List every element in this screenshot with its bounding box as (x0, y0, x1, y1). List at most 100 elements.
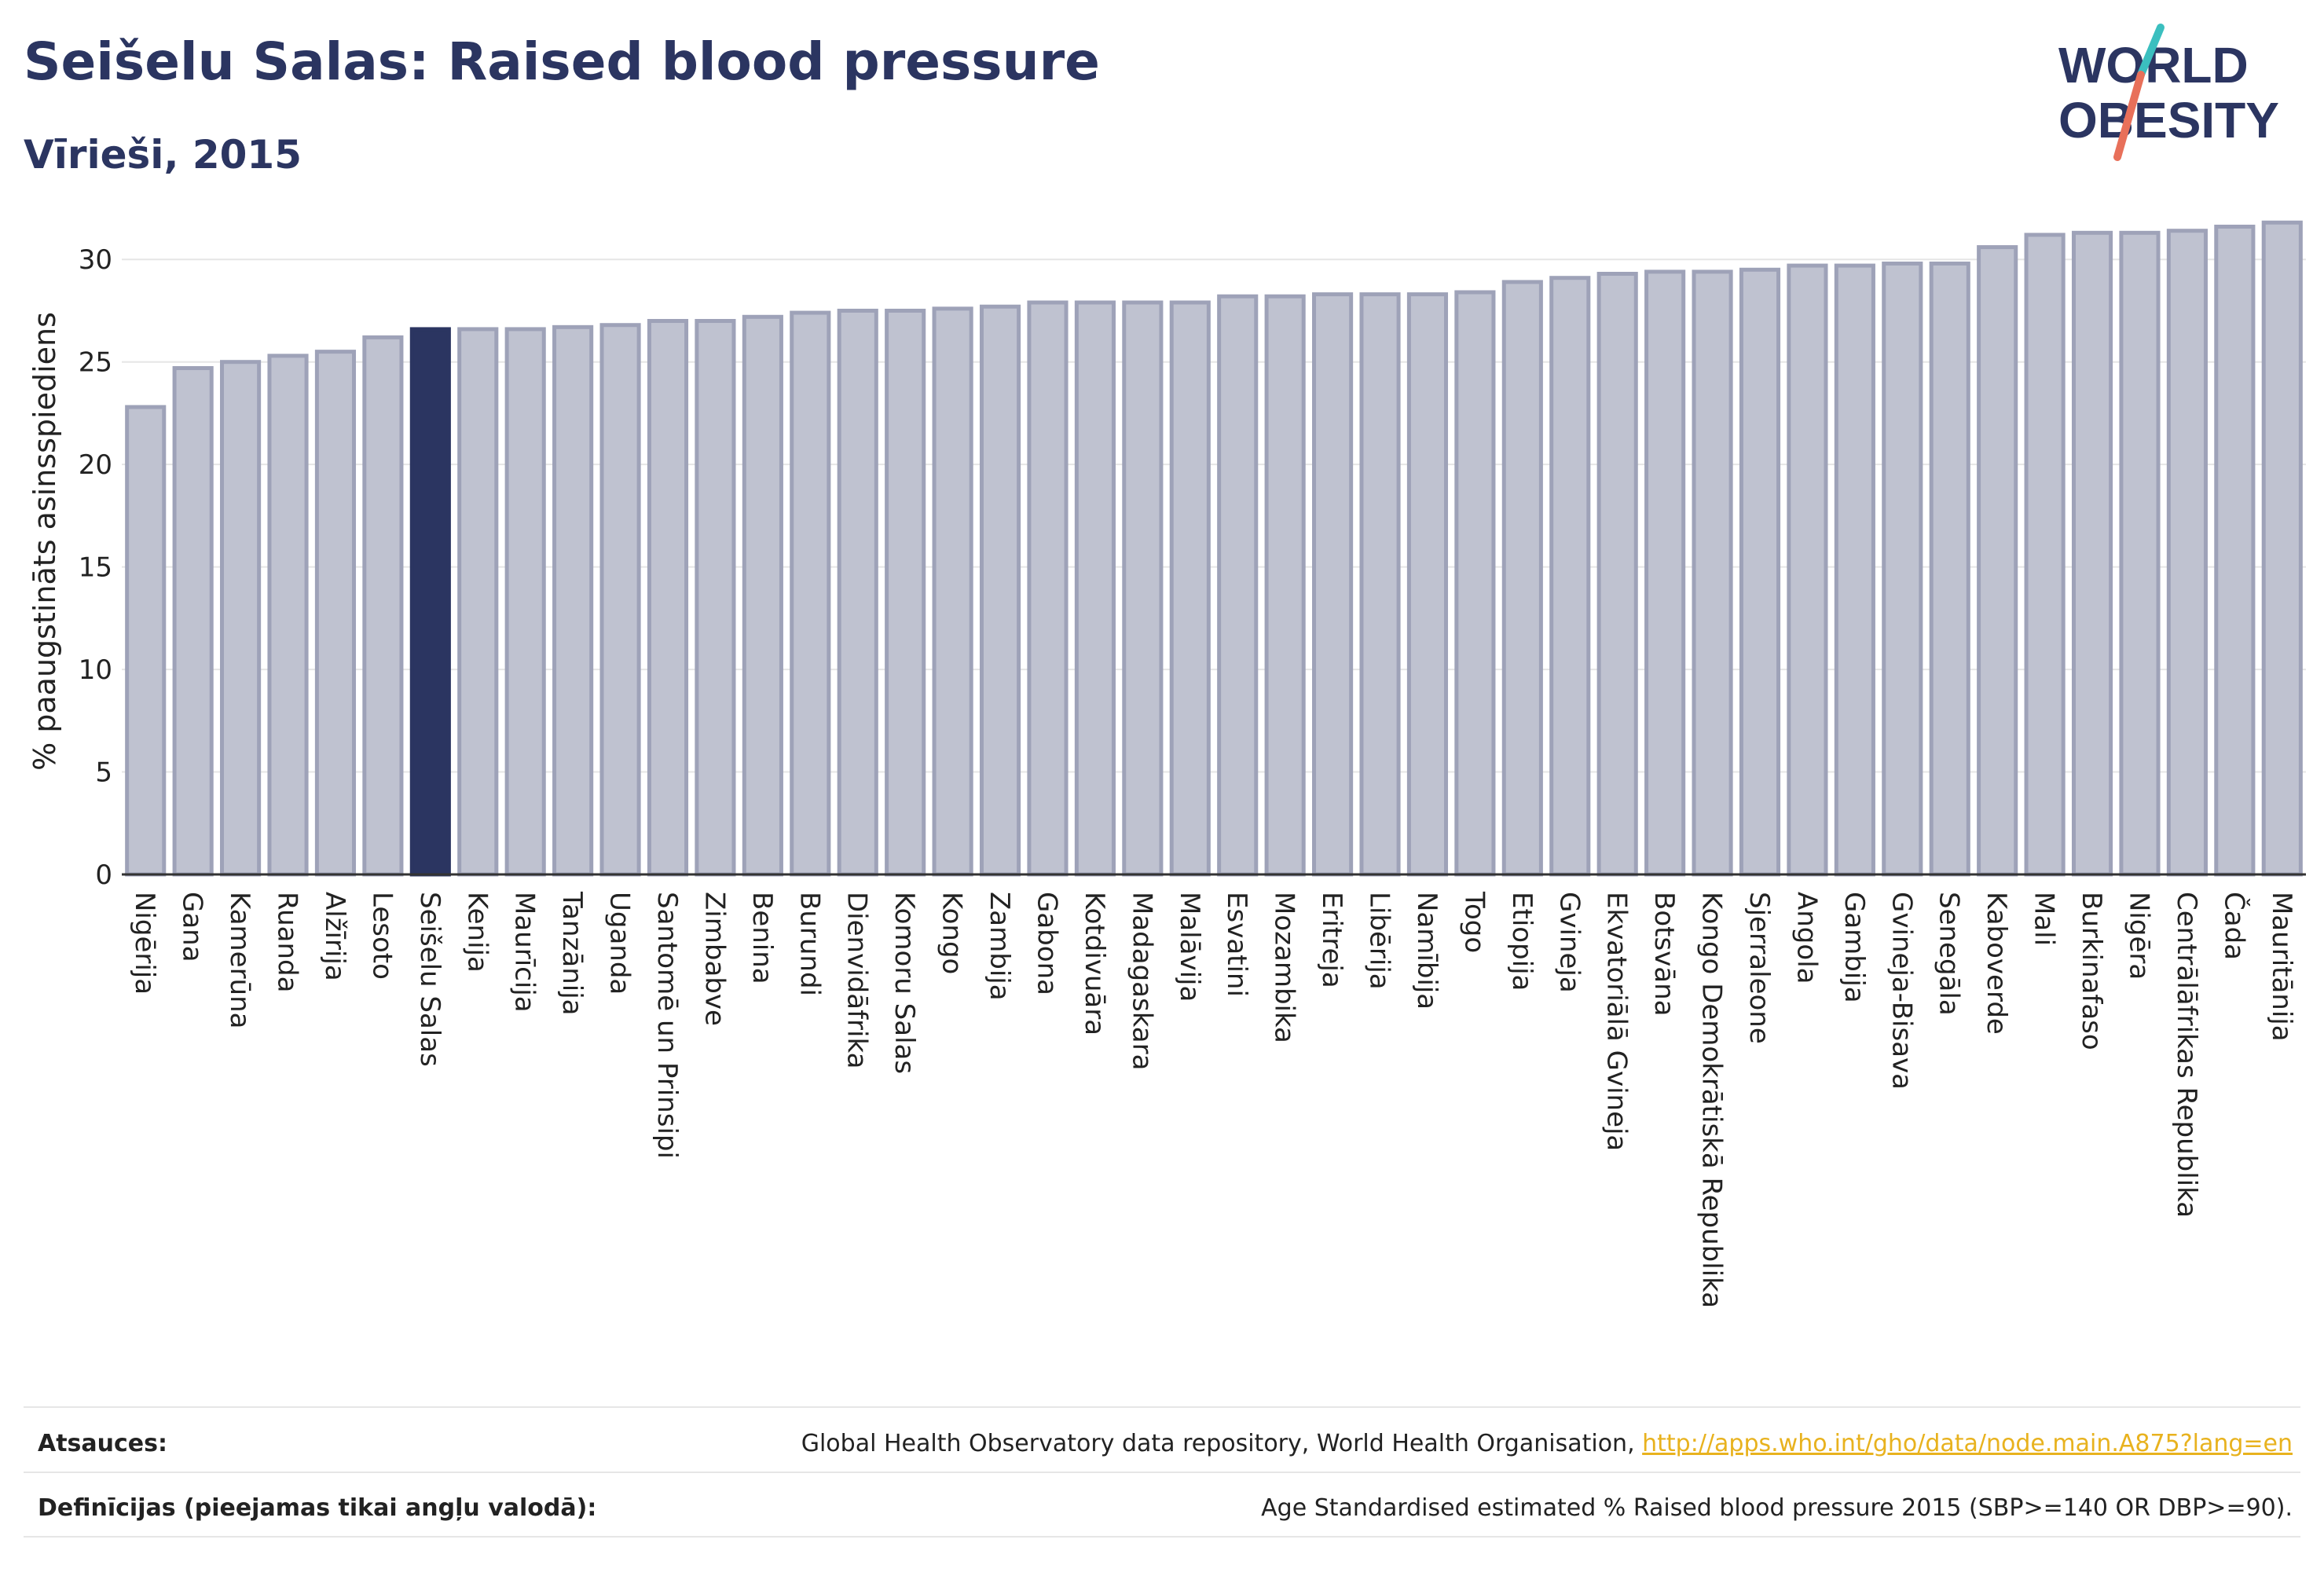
y-tick-label: 25 (79, 347, 112, 379)
y-tick-label: 0 (95, 859, 112, 891)
x-tick-label: Togo (1458, 891, 1490, 953)
bar (2214, 224, 2256, 877)
bar (1027, 300, 1069, 877)
x-tick-label: Sjerraleone (1743, 892, 1775, 1044)
bar (695, 319, 736, 877)
bar (932, 306, 973, 877)
footer-divider-bottom (24, 1536, 2300, 1538)
sources-label: Atsauces: (38, 1430, 167, 1457)
bar (2166, 229, 2208, 877)
x-tick-label: Esvatini (1221, 892, 1252, 997)
x-tick-label: Tanzānija (556, 891, 588, 1015)
x-tick-label: Lesoto (366, 892, 398, 980)
bar (1169, 300, 1211, 877)
bar (1882, 261, 1923, 877)
bar (2261, 220, 2303, 877)
x-tick-label: Gana (177, 892, 208, 962)
bar (647, 319, 689, 877)
x-tick-label: Čada (2218, 892, 2250, 960)
x-tick-label: Kotdivuāra (1079, 892, 1110, 1035)
bar-highlight (409, 327, 451, 877)
bar (362, 335, 404, 877)
x-tick-label: Zimbabve (698, 892, 730, 1026)
bar (1644, 269, 1686, 877)
x-tick-label: Senegāla (1934, 892, 1965, 1016)
x-tick-label: Nigērija (129, 892, 160, 995)
bar (885, 308, 926, 877)
x-tick-label: Ruanda (272, 892, 303, 992)
footer-divider-top (24, 1406, 2300, 1408)
bar (457, 327, 499, 877)
bar (1834, 263, 1875, 877)
x-tick-label: Santomē un Prinsipi (651, 892, 683, 1159)
x-tick-label: Ekvatoriālā Gvineja (1601, 892, 1633, 1151)
bar (1454, 290, 1496, 877)
x-tick-label: Namībija (1411, 892, 1442, 1010)
bar (314, 350, 357, 877)
x-tick-label: Eritreja (1316, 892, 1347, 988)
x-tick-label: Mozambika (1269, 892, 1300, 1043)
bar (1122, 300, 1164, 877)
x-tick-label: Kongo Demokrātiskā Republika (1696, 892, 1728, 1308)
bar (1359, 292, 1401, 877)
bar (2119, 230, 2161, 877)
y-tick-label: 20 (79, 449, 112, 481)
x-tick-label: Kenija (461, 892, 493, 973)
chart-title: Seišelu Salas: Raised blood pressure (24, 31, 1100, 92)
x-tick-label: Seišelu Salas (414, 892, 445, 1067)
y-tick-label: 5 (95, 757, 112, 789)
sources-text: Global Health Observatory data repositor… (801, 1430, 1643, 1457)
y-tick-label: 15 (79, 552, 112, 584)
bar (2071, 230, 2113, 877)
bar (1787, 263, 1828, 877)
x-tick-label: Mauritānija (2266, 892, 2297, 1042)
bar (790, 310, 831, 877)
x-tick-label: Kaboverde (1981, 892, 2012, 1035)
logo-line2: OBESITY (2058, 92, 2279, 148)
x-tick-label: Gambija (1838, 892, 1870, 1003)
definitions-value: Age Standardised estimated % Raised bloo… (1261, 1494, 2293, 1522)
footer-divider-middle (24, 1472, 2300, 1473)
x-tick-label: Alžīrija (319, 892, 350, 981)
sources-link[interactable]: http://apps.who.int/gho/data/node.main.A… (1642, 1430, 2293, 1457)
bar (1264, 294, 1306, 877)
bar (1692, 269, 1733, 877)
bar (1217, 294, 1259, 877)
logo-slash-coral (2113, 71, 2145, 161)
x-tick-label: Dienvidāfrika (841, 892, 873, 1068)
sources-value: Global Health Observatory data repositor… (801, 1430, 2293, 1457)
bar (172, 366, 214, 877)
x-tick-label: Etiopija (1506, 892, 1538, 991)
x-tick-label: Angola (1791, 892, 1822, 984)
x-tick-label: Libērija (1364, 892, 1395, 990)
bar (1074, 300, 1116, 877)
x-tick-label: Benina (746, 892, 778, 984)
world-obesity-logo: WORLD OBESITY (2058, 24, 2279, 161)
x-tick-label: Madagaskara (1126, 892, 1157, 1070)
y-axis-label: % paaugstināts asinsspiediens (27, 312, 62, 771)
bar (1977, 245, 2018, 877)
x-tick-label: Centrālāfrikas Republika (2171, 892, 2202, 1218)
bar (1312, 292, 1354, 877)
y-tick-label: 30 (79, 244, 112, 276)
bar (837, 308, 878, 877)
chart-subtitle: Vīrieši, 2015 (24, 132, 302, 178)
bar (1596, 271, 1638, 877)
bar (1549, 276, 1591, 877)
bar (267, 354, 309, 877)
bar (1406, 292, 1449, 877)
x-tick-label: Malāvija (1174, 892, 1205, 1002)
x-tick-label: Burkinafaso (2076, 892, 2107, 1050)
y-tick-label: 10 (79, 654, 112, 686)
bar (2024, 233, 2066, 877)
x-tick-label: Gvineja (1553, 892, 1585, 993)
bar (1501, 280, 1543, 877)
bar (1739, 267, 1781, 877)
x-tick-label: Kongo (937, 892, 968, 974)
bar (504, 327, 546, 877)
x-tick-label: Nigēra (2123, 892, 2154, 980)
bar (742, 314, 783, 877)
x-tick-label: Maurīcija (509, 892, 541, 1013)
bar (599, 323, 641, 877)
x-tick-label: Gabona (1031, 892, 1062, 995)
